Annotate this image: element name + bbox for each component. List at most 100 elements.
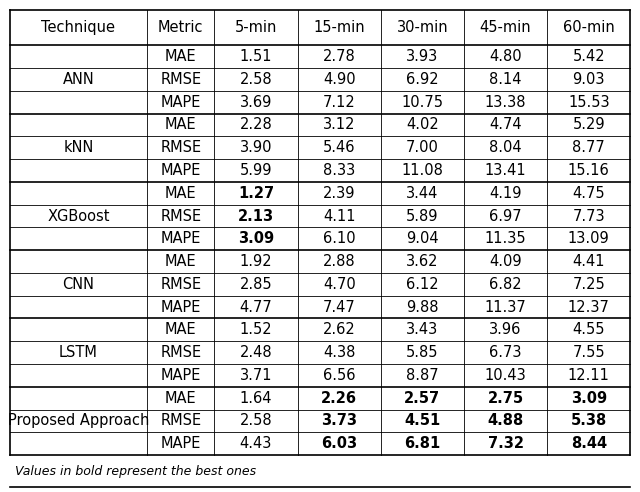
Text: 7.47: 7.47	[323, 300, 356, 314]
Text: 6.73: 6.73	[490, 345, 522, 360]
Text: Proposed Approach: Proposed Approach	[8, 413, 149, 429]
Text: 5.42: 5.42	[573, 49, 605, 64]
Text: 4.43: 4.43	[240, 436, 272, 451]
Text: 11.37: 11.37	[484, 300, 527, 314]
Text: 7.12: 7.12	[323, 94, 356, 110]
Text: 3.73: 3.73	[321, 413, 357, 429]
Text: 3.43: 3.43	[406, 322, 438, 338]
Text: 11.08: 11.08	[401, 163, 444, 178]
Text: 10.43: 10.43	[484, 368, 527, 383]
Text: 60-min: 60-min	[563, 20, 614, 35]
Text: 7.32: 7.32	[488, 436, 524, 451]
Text: 2.48: 2.48	[240, 345, 272, 360]
Text: 13.09: 13.09	[568, 231, 610, 246]
Text: 3.90: 3.90	[240, 140, 272, 155]
Text: 4.74: 4.74	[490, 118, 522, 132]
Text: 3.12: 3.12	[323, 118, 355, 132]
Text: 3.96: 3.96	[490, 322, 522, 338]
Text: 5.85: 5.85	[406, 345, 438, 360]
Text: 9.03: 9.03	[573, 72, 605, 87]
Text: 6.03: 6.03	[321, 436, 357, 451]
Text: 5.38: 5.38	[571, 413, 607, 429]
Text: Values in bold represent the best ones: Values in bold represent the best ones	[15, 464, 256, 478]
Text: 4.41: 4.41	[573, 254, 605, 269]
Text: 11.35: 11.35	[484, 231, 527, 246]
Text: LSTM: LSTM	[59, 345, 98, 360]
Text: 2.85: 2.85	[240, 277, 272, 292]
Text: RMSE: RMSE	[160, 345, 202, 360]
Text: 3.09: 3.09	[238, 231, 274, 246]
Text: 9.04: 9.04	[406, 231, 438, 246]
Text: MAE: MAE	[165, 49, 196, 64]
Text: 4.80: 4.80	[490, 49, 522, 64]
Text: 5.46: 5.46	[323, 140, 355, 155]
Text: RMSE: RMSE	[160, 140, 202, 155]
Text: 4.02: 4.02	[406, 118, 439, 132]
Text: 2.28: 2.28	[239, 118, 273, 132]
Text: MAE: MAE	[165, 391, 196, 406]
Text: 30-min: 30-min	[397, 20, 448, 35]
Text: 4.09: 4.09	[490, 254, 522, 269]
Text: 7.25: 7.25	[572, 277, 605, 292]
Text: MAPE: MAPE	[161, 436, 201, 451]
Text: 5.29: 5.29	[573, 118, 605, 132]
Text: 7.73: 7.73	[573, 209, 605, 223]
Text: MAE: MAE	[165, 322, 196, 338]
Text: 4.19: 4.19	[490, 186, 522, 201]
Text: 4.51: 4.51	[404, 413, 440, 429]
Text: 13.41: 13.41	[484, 163, 527, 178]
Text: 8.44: 8.44	[571, 436, 607, 451]
Text: 7.00: 7.00	[406, 140, 439, 155]
Text: 2.39: 2.39	[323, 186, 355, 201]
Text: 2.58: 2.58	[240, 72, 272, 87]
Text: 2.26: 2.26	[321, 391, 357, 406]
Text: 7.55: 7.55	[573, 345, 605, 360]
Text: MAPE: MAPE	[161, 231, 201, 246]
Text: 2.78: 2.78	[323, 49, 356, 64]
Text: 4.90: 4.90	[323, 72, 355, 87]
Text: 1.27: 1.27	[238, 186, 274, 201]
Text: 4.77: 4.77	[239, 300, 273, 314]
Text: 1.51: 1.51	[240, 49, 272, 64]
Text: 3.71: 3.71	[240, 368, 272, 383]
Text: 9.88: 9.88	[406, 300, 438, 314]
Text: 2.58: 2.58	[240, 413, 272, 429]
Text: 8.33: 8.33	[323, 163, 355, 178]
Text: 2.75: 2.75	[488, 391, 524, 406]
Text: 12.37: 12.37	[568, 300, 610, 314]
Text: 3.62: 3.62	[406, 254, 438, 269]
Text: 2.13: 2.13	[238, 209, 274, 223]
Text: 8.04: 8.04	[490, 140, 522, 155]
Text: 8.77: 8.77	[572, 140, 605, 155]
Text: 6.81: 6.81	[404, 436, 440, 451]
Text: 15-min: 15-min	[314, 20, 365, 35]
Text: 2.57: 2.57	[404, 391, 440, 406]
Text: RMSE: RMSE	[160, 72, 202, 87]
Text: 2.62: 2.62	[323, 322, 356, 338]
Text: 2.88: 2.88	[323, 254, 355, 269]
Text: 5-min: 5-min	[235, 20, 277, 35]
Text: 8.87: 8.87	[406, 368, 438, 383]
Text: MAPE: MAPE	[161, 163, 201, 178]
Text: 10.75: 10.75	[401, 94, 444, 110]
Text: 3.09: 3.09	[571, 391, 607, 406]
Text: ANN: ANN	[63, 72, 94, 87]
Text: 4.11: 4.11	[323, 209, 355, 223]
Text: 6.92: 6.92	[406, 72, 438, 87]
Text: 3.44: 3.44	[406, 186, 438, 201]
Text: 6.97: 6.97	[490, 209, 522, 223]
Text: 6.56: 6.56	[323, 368, 355, 383]
Text: 1.92: 1.92	[240, 254, 272, 269]
Text: 4.38: 4.38	[323, 345, 355, 360]
Text: RMSE: RMSE	[160, 413, 202, 429]
Text: 5.89: 5.89	[406, 209, 438, 223]
Text: 5.99: 5.99	[240, 163, 272, 178]
Text: 6.10: 6.10	[323, 231, 355, 246]
Text: 6.82: 6.82	[490, 277, 522, 292]
Text: 1.52: 1.52	[240, 322, 272, 338]
Text: 3.69: 3.69	[240, 94, 272, 110]
Text: 3.93: 3.93	[406, 49, 438, 64]
Text: 12.11: 12.11	[568, 368, 610, 383]
Text: 1.64: 1.64	[240, 391, 272, 406]
Text: 4.55: 4.55	[573, 322, 605, 338]
